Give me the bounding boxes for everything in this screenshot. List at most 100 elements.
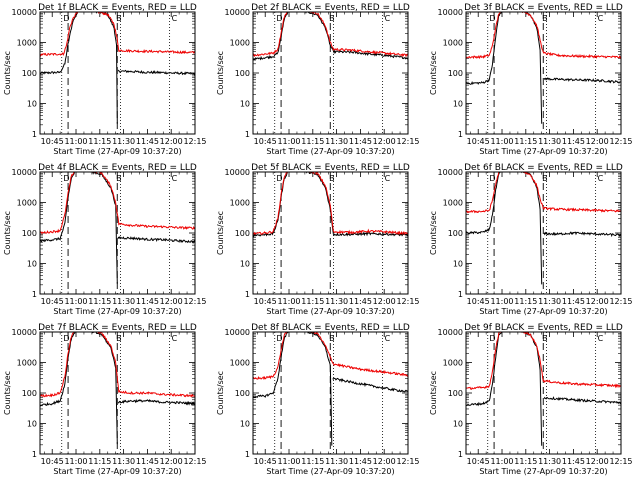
y-tick-label: 1 — [458, 450, 463, 459]
y-tick-label: 100 — [22, 389, 37, 398]
y-tick-label: 100 — [235, 229, 250, 238]
x-tick-label: 11:00 — [490, 457, 513, 466]
y-axis-label: Counts/sec — [216, 371, 225, 415]
y-tick-label: 100 — [22, 69, 37, 78]
x-tick-label: 12:15 — [183, 297, 206, 306]
y-tick-label: 100 — [448, 389, 463, 398]
x-tick-label: 11:00 — [64, 297, 87, 306]
event-marker-label: C — [385, 14, 391, 23]
series-line — [253, 12, 408, 58]
x-axis-label: Start Time (27-Apr-09 10:37:20) — [53, 307, 181, 316]
y-tick-label: 10 — [240, 260, 250, 269]
y-tick-label: 1000 — [230, 359, 250, 368]
y-tick-label: 10 — [27, 420, 37, 429]
series-line — [466, 12, 543, 124]
y-tick-label: 10000 — [438, 328, 463, 337]
event-marker-label: B — [329, 14, 335, 23]
x-tick-label: 10:45 — [467, 297, 490, 306]
event-marker-label: D — [276, 334, 282, 343]
y-tick-label: 1 — [32, 130, 37, 139]
y-tick-label: 10 — [240, 420, 250, 429]
y-axis-label: Counts/sec — [3, 51, 12, 95]
x-tick-label: 11:00 — [277, 137, 300, 146]
x-tick-label: 11:00 — [490, 297, 513, 306]
x-tick-label: 12:15 — [183, 137, 206, 146]
y-tick-label: 1 — [458, 290, 463, 299]
event-marker-label: B — [542, 14, 548, 23]
y-tick-label: 1 — [458, 130, 463, 139]
event-marker-label: C — [598, 174, 604, 183]
x-axis-label: Start Time (27-Apr-09 10:37:20) — [266, 147, 394, 156]
series-line — [117, 398, 195, 406]
y-axis-label: Counts/sec — [429, 211, 438, 255]
series-line — [253, 172, 408, 236]
detector-panel: Det 4f BLACK = Events, RED = LLD Counts/s… — [3, 163, 207, 316]
x-tick-label: 12:00 — [586, 137, 609, 146]
x-axis-label: Start Time (27-Apr-09 10:37:20) — [266, 467, 394, 476]
event-marker-label: B — [542, 174, 548, 183]
plot-frame — [39, 331, 196, 455]
series-line — [40, 12, 118, 124]
y-tick-label: 10000 — [438, 8, 463, 17]
x-tick-label: 12:00 — [160, 297, 183, 306]
detector-panel: Det 2f BLACK = Events, RED = LLD Counts/s… — [216, 3, 420, 156]
x-tick-label: 12:15 — [396, 297, 419, 306]
detector-panel: Det 3f BLACK = Events, RED = LLD Counts/s… — [429, 3, 633, 156]
plot-frame — [252, 331, 409, 455]
x-tick-label: 10:45 — [467, 137, 490, 146]
x-axis-label: Start Time (27-Apr-09 10:37:20) — [479, 147, 607, 156]
y-tick-label: 100 — [235, 69, 250, 78]
y-tick-label: 1000 — [17, 199, 37, 208]
event-marker-label: B — [329, 334, 335, 343]
x-tick-label: 11:30 — [112, 457, 135, 466]
x-tick-label: 12:15 — [609, 297, 632, 306]
y-tick-label: 1000 — [230, 39, 250, 48]
y-tick-label: 100 — [235, 389, 250, 398]
y-tick-label: 10 — [453, 260, 463, 269]
x-tick-label: 10:45 — [41, 297, 64, 306]
y-axis-label: Counts/sec — [216, 211, 225, 255]
event-marker-label: C — [385, 174, 391, 183]
y-tick-label: 1000 — [230, 199, 250, 208]
y-tick-label: 10000 — [225, 328, 250, 337]
y-tick-label: 10000 — [225, 168, 250, 177]
series-line — [332, 377, 408, 393]
y-tick-label: 1000 — [443, 359, 463, 368]
event-marker-label: D — [489, 14, 495, 23]
event-marker-label: B — [116, 174, 122, 183]
x-axis-label: Start Time (27-Apr-09 10:37:20) — [479, 467, 607, 476]
x-axis-label: Start Time (27-Apr-09 10:37:20) — [53, 147, 181, 156]
x-tick-label: 11:00 — [64, 457, 87, 466]
x-tick-label: 11:45 — [562, 137, 585, 146]
event-marker-label: B — [542, 334, 548, 343]
y-tick-label: 1000 — [443, 199, 463, 208]
x-tick-label: 11:30 — [112, 137, 135, 146]
event-marker-label: C — [172, 174, 178, 183]
plot-frame — [39, 171, 196, 295]
series-line — [40, 12, 195, 57]
x-tick-label: 12:00 — [586, 457, 609, 466]
panel-title: Det 5f BLACK = Events, RED = LLD — [251, 163, 410, 173]
event-marker-label: D — [63, 334, 69, 343]
y-tick-label: 100 — [448, 69, 463, 78]
x-tick-label: 11:15 — [301, 297, 324, 306]
series-line — [466, 332, 621, 390]
x-tick-label: 11:45 — [136, 137, 159, 146]
x-tick-label: 11:00 — [277, 457, 300, 466]
series-line — [466, 12, 621, 60]
series-line — [466, 172, 543, 285]
event-marker-label: C — [598, 14, 604, 23]
plot-frame — [465, 11, 622, 135]
plot-frame — [39, 11, 196, 135]
x-tick-label: 12:00 — [160, 137, 183, 146]
series-line — [40, 332, 118, 445]
y-tick-label: 10 — [453, 420, 463, 429]
event-marker-label: D — [63, 174, 69, 183]
x-tick-label: 12:00 — [373, 297, 396, 306]
event-marker-label: D — [489, 334, 495, 343]
x-tick-label: 11:30 — [538, 457, 561, 466]
x-tick-label: 11:15 — [514, 137, 537, 146]
series-line — [543, 77, 621, 84]
y-tick-label: 10 — [27, 100, 37, 109]
panel-title: Det 6f BLACK = Events, RED = LLD — [464, 163, 623, 173]
